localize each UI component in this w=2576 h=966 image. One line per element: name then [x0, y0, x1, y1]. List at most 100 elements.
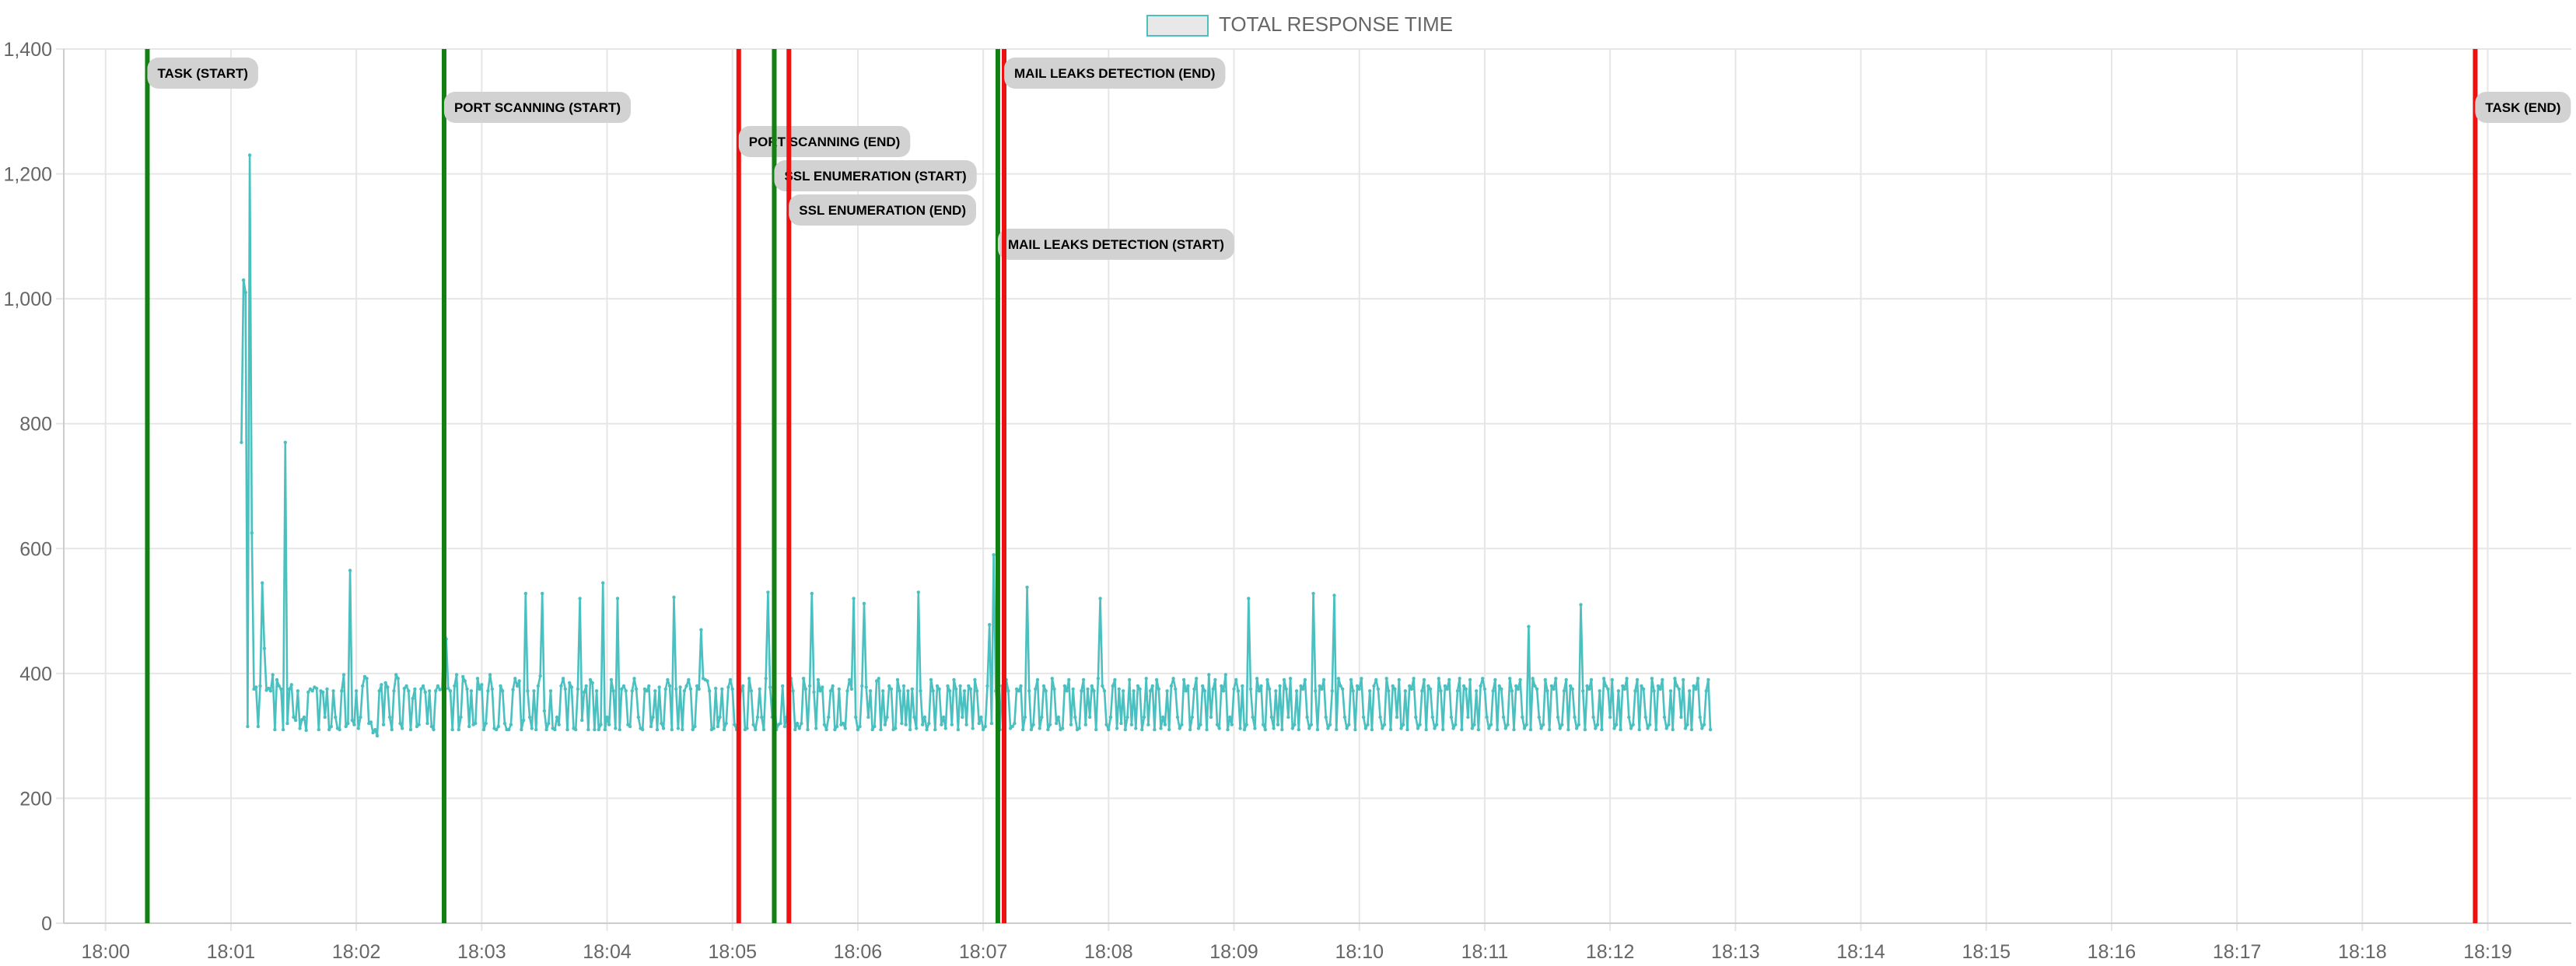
- data-point: [1704, 689, 1708, 693]
- data-point: [1399, 726, 1403, 730]
- data-point: [1646, 726, 1650, 730]
- data-point: [478, 687, 481, 691]
- data-point: [1201, 684, 1205, 688]
- data-point: [1543, 677, 1548, 682]
- data-point: [1211, 687, 1215, 691]
- data-point: [940, 723, 943, 726]
- data-point: [243, 290, 247, 295]
- data-point: [499, 684, 502, 688]
- data-point: [687, 677, 691, 682]
- data-point: [1564, 677, 1568, 682]
- data-point: [1549, 684, 1554, 688]
- data-point: [1121, 689, 1125, 693]
- data-point: [1648, 723, 1652, 726]
- data-point: [1458, 677, 1461, 681]
- data-point: [730, 687, 734, 691]
- data-point: [691, 727, 695, 732]
- data-point: [1391, 684, 1395, 688]
- data-point: [1594, 726, 1598, 730]
- data-point: [628, 724, 632, 729]
- data-point: [1023, 715, 1027, 719]
- data-point: [1339, 684, 1342, 688]
- data-point: [1090, 684, 1094, 688]
- data-point: [745, 726, 749, 730]
- data-point: [1157, 687, 1161, 691]
- data-point: [1503, 726, 1508, 730]
- data-point: [1031, 723, 1035, 726]
- data-point: [1314, 689, 1318, 693]
- data-point: [779, 721, 782, 726]
- data-point: [1178, 726, 1181, 730]
- data-point: [1040, 715, 1044, 719]
- data-point: [1335, 727, 1339, 732]
- data-point: [967, 684, 971, 688]
- legend-label[interactable]: TOTAL RESPONSE TIME: [1219, 12, 1453, 36]
- data-point: [1150, 684, 1155, 688]
- data-point: [843, 726, 848, 730]
- data-point: [801, 677, 806, 681]
- data-point: [1470, 726, 1475, 730]
- data-point: [856, 727, 860, 732]
- data-point: [1282, 677, 1286, 682]
- data-point: [943, 726, 948, 730]
- data-point: [1558, 726, 1562, 730]
- data-point: [901, 684, 906, 688]
- data-point: [1261, 723, 1265, 726]
- data-point: [381, 723, 386, 726]
- data-point: [1460, 727, 1464, 732]
- data-point: [1506, 723, 1510, 726]
- data-point: [241, 278, 246, 282]
- x-tick-label: 18:09: [1209, 941, 1258, 963]
- data-point: [1449, 715, 1454, 719]
- data-point: [1378, 715, 1382, 719]
- data-point: [726, 685, 730, 689]
- data-point: [1537, 715, 1542, 719]
- data-point: [559, 684, 563, 688]
- data-point: [814, 726, 818, 730]
- data-point: [553, 727, 557, 732]
- data-point: [1144, 677, 1148, 681]
- data-point: [1113, 677, 1117, 682]
- data-point: [320, 690, 325, 695]
- data-point: [1393, 687, 1397, 691]
- data-point: [383, 681, 387, 685]
- data-point: [586, 727, 590, 732]
- data-point: [1255, 677, 1259, 681]
- data-point: [532, 689, 536, 693]
- data-point: [634, 687, 639, 691]
- data-point: [1673, 677, 1677, 681]
- data-point: [354, 689, 359, 693]
- data-point: [1361, 715, 1366, 719]
- data-point: [601, 581, 605, 585]
- data-point: [421, 684, 425, 688]
- data-point: [935, 684, 940, 688]
- legend-swatch[interactable]: [1146, 15, 1209, 37]
- event-label: PORT SCANNING (END): [749, 135, 901, 149]
- data-point: [371, 730, 375, 735]
- data-point: [281, 727, 285, 732]
- data-point: [1274, 689, 1278, 693]
- data-point: [688, 687, 693, 691]
- data-point: [1021, 727, 1025, 732]
- data-point: [338, 727, 341, 732]
- data-point: [341, 673, 346, 677]
- data-point: [1303, 677, 1307, 682]
- data-point: [1622, 687, 1627, 691]
- data-point: [1405, 727, 1409, 732]
- data-point: [1521, 715, 1524, 719]
- data-point: [718, 715, 722, 719]
- data-point: [486, 689, 490, 693]
- data-point: [929, 677, 933, 682]
- data-point: [1318, 684, 1321, 688]
- data-point: [979, 715, 983, 719]
- data-point: [386, 685, 390, 689]
- data-point: [1332, 593, 1336, 597]
- data-point: [849, 687, 854, 691]
- data-point: [1612, 726, 1616, 730]
- event-label-box: [1004, 58, 1226, 89]
- data-point: [454, 673, 459, 677]
- data-point: [716, 724, 720, 729]
- data-point: [1062, 684, 1067, 688]
- data-point: [1128, 677, 1132, 682]
- data-point: [588, 677, 593, 682]
